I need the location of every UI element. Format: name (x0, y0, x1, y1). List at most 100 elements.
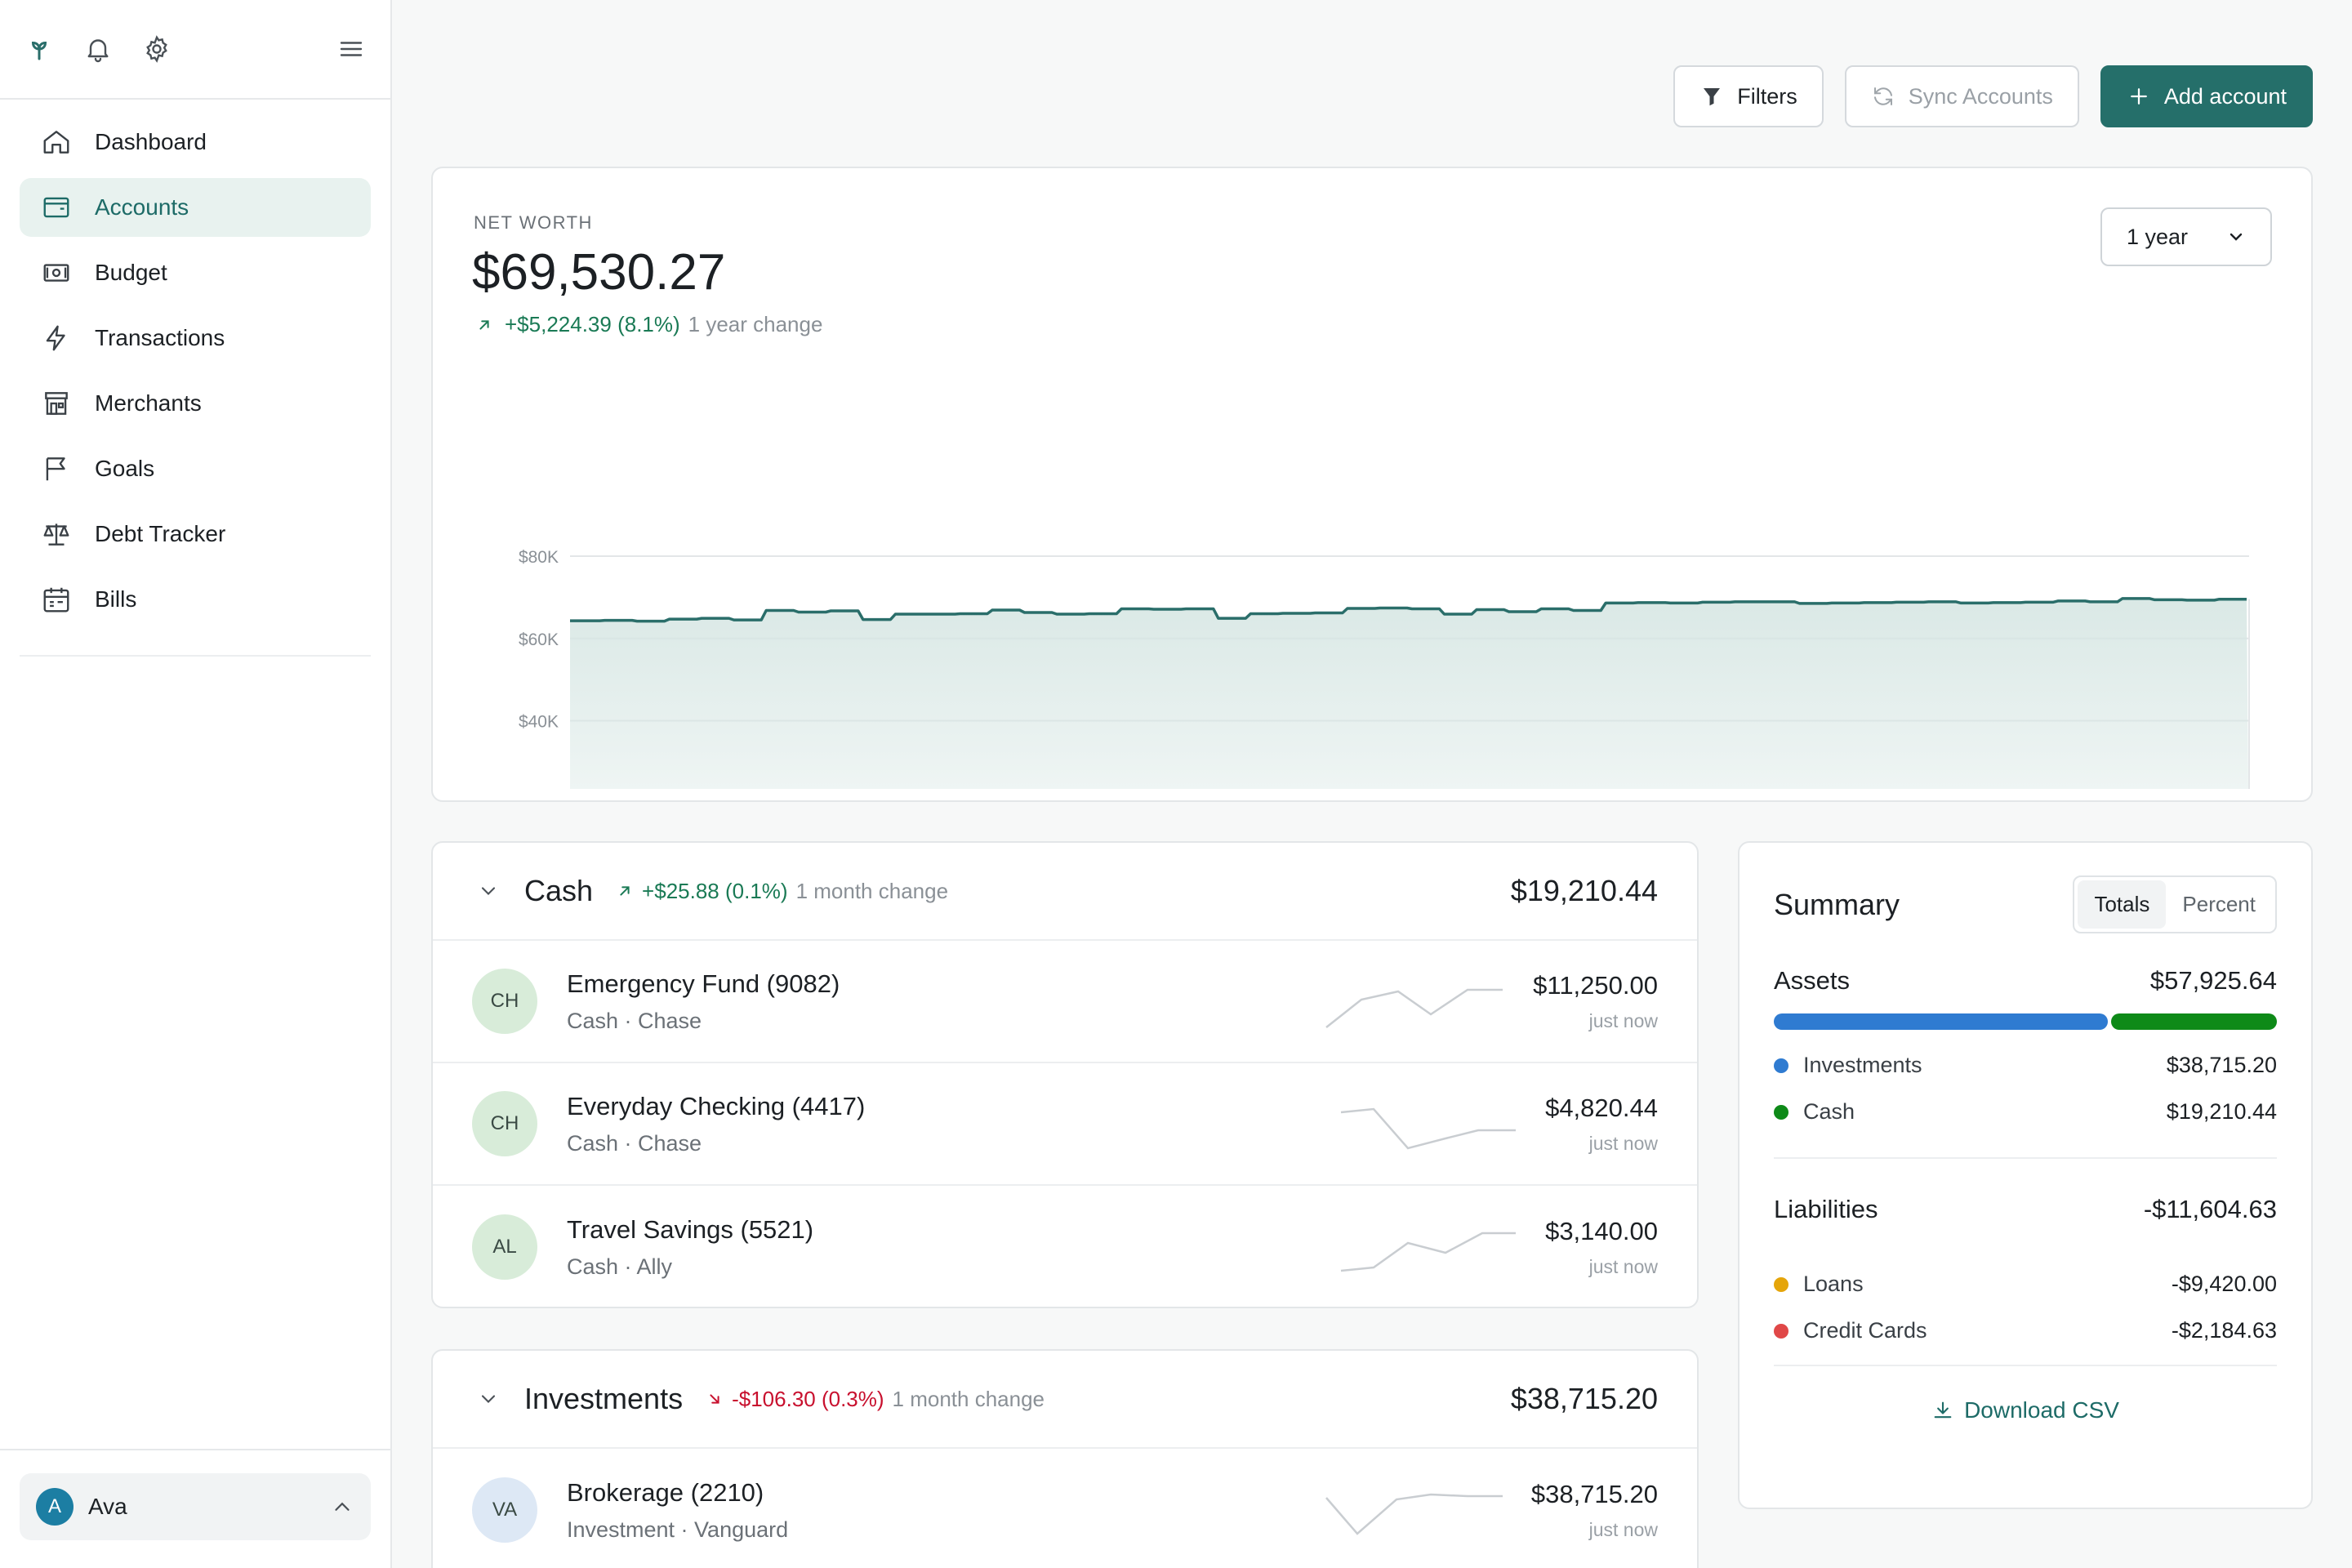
logo-icon[interactable] (20, 29, 59, 69)
tab-percent[interactable]: Percent (2182, 892, 2256, 916)
group-change: +$25.88 (0.1%) 1 month change (616, 879, 1511, 904)
legend-label: Cash (1803, 1099, 1855, 1124)
sidebar-item-label: Goals (95, 456, 155, 481)
sidebar-nav: Dashboard Accounts Budget Transactions M… (0, 100, 390, 648)
sidebar-item-debt-tracker[interactable]: Debt Tracker (20, 505, 371, 564)
summary-card: Summary Totals Percent Assets $57,925.64… (1738, 841, 2313, 1509)
time-range-select[interactable]: 1 year (2100, 207, 2272, 266)
filters-button[interactable]: Filters (1673, 65, 1824, 127)
sidebar-item-label: Merchants (95, 390, 202, 416)
liabilities-label: Liabilities (1774, 1195, 1878, 1223)
sidebar-header (0, 0, 390, 100)
plus-icon (2131, 88, 2147, 105)
account-balance: $11,250.00 (1533, 970, 1658, 1000)
add-account-button[interactable]: Add account (2100, 65, 2313, 127)
store-icon (45, 392, 68, 415)
legend-dot (1774, 1104, 1788, 1120)
legend-value: $38,715.20 (2166, 1053, 2277, 1077)
chevron-down-icon[interactable] (477, 880, 500, 902)
filter-icon (1704, 88, 1721, 106)
cash-group-header[interactable]: Cash +$25.88 (0.1%) 1 month change $19,2… (433, 843, 1697, 941)
account-sparkline (1325, 988, 1503, 1028)
gear-icon[interactable] (137, 29, 176, 69)
avatar: A (36, 1488, 74, 1526)
chevron-down-icon[interactable] (477, 1388, 500, 1410)
account-name: Emergency Fund (9082) (567, 969, 840, 998)
bell-icon[interactable] (78, 29, 118, 69)
divider (1774, 1157, 2277, 1159)
download-csv-button[interactable]: Download CSV (1774, 1397, 2277, 1423)
sidebar-item-label: Budget (95, 260, 167, 285)
bolt-icon (46, 325, 65, 351)
tab-totals[interactable]: Totals (2078, 880, 2167, 929)
liabilities-total: -$11,604.63 (2143, 1195, 2277, 1223)
group-change-period: 1 month change (892, 1386, 1045, 1411)
y-tick-label: $60K (519, 630, 559, 649)
assets-total: $57,925.64 (2149, 966, 2277, 995)
sidebar-item-bills[interactable]: Bills (20, 570, 371, 629)
sidebar-item-label: Debt Tracker (95, 521, 226, 546)
legend-value: $19,210.44 (2166, 1099, 2277, 1124)
group-total: $38,715.20 (1510, 1382, 1658, 1415)
summary-view-toggle: Totals Percent (2073, 875, 2277, 933)
account-subtitle: Cash · Chase (567, 1008, 702, 1033)
arrow-down-right-icon (710, 1394, 719, 1404)
legend-label: Loans (1803, 1272, 1864, 1296)
divider (1774, 1365, 2277, 1366)
account-subtitle: Cash · Ally (567, 1254, 673, 1279)
investments-group-header[interactable]: Investments -$106.30 (0.3%) 1 month chan… (433, 1351, 1697, 1449)
series-area (570, 598, 2248, 789)
account-updated: just now (1588, 1518, 1658, 1540)
net-worth-card: NET WORTH $69,530.27 +$5,224.39 (8.1%) 1… (431, 167, 2313, 802)
home-icon (43, 131, 69, 154)
group-change-value: +$25.88 (0.1%) (642, 878, 788, 903)
sync-accounts-button[interactable]: Sync Accounts (1844, 65, 2079, 127)
net-worth-value: $69,530.27 (472, 244, 726, 301)
sidebar-item-label: Bills (95, 586, 137, 612)
account-subtitle: Investment · Vanguard (567, 1517, 789, 1542)
net-worth-change: +$5,224.39 (8.1%) 1 year change (475, 312, 822, 337)
group-change-value: -$106.30 (0.3%) (732, 1386, 884, 1411)
y-tick-label: $80K (519, 548, 559, 567)
legend-item: Credit Cards -$2,184.63 (1774, 1318, 2277, 1343)
legend-value: -$2,184.63 (2171, 1318, 2277, 1343)
sidebar-item-accounts[interactable]: Accounts (20, 178, 371, 237)
flag-icon (46, 457, 65, 481)
assets-bar (1774, 1013, 2277, 1030)
account-name: Everyday Checking (4417) (567, 1091, 866, 1120)
account-row[interactable]: VA Brokerage (2210) Investment · Vanguar… (433, 1449, 1697, 1568)
account-sparkline (1340, 1107, 1516, 1150)
sidebar-item-dashboard[interactable]: Dashboard (20, 113, 371, 172)
net-worth-change-value: +$5,224.39 (8.1%) (505, 312, 680, 336)
assets-bar-investments (1774, 1013, 2108, 1030)
sidebar-item-goals[interactable]: Goals (20, 439, 371, 498)
group-name: Investments (524, 1382, 684, 1415)
chevron-up-icon (335, 1502, 350, 1511)
account-avatar: CH (472, 969, 537, 1034)
wallet-icon (43, 197, 69, 218)
user-menu-button[interactable]: A Ava (20, 1473, 371, 1540)
account-sparkline (1325, 1493, 1503, 1535)
account-row[interactable]: AL Travel Savings (5521) Cash · Ally $3,… (433, 1186, 1697, 1308)
account-row[interactable]: CH Emergency Fund (9082) Cash · Chase $1… (433, 941, 1697, 1063)
sidebar-item-budget[interactable]: Budget (20, 243, 371, 302)
calendar-icon (43, 587, 69, 612)
sidebar-item-transactions[interactable]: Transactions (20, 309, 371, 368)
legend-label: Credit Cards (1803, 1318, 1927, 1343)
menu-icon[interactable] (332, 29, 371, 69)
group-name: Cash (524, 874, 594, 907)
sidebar: Dashboard Accounts Budget Transactions M… (0, 0, 392, 1568)
account-name: Brokerage (2210) (567, 1477, 764, 1507)
add-account-label: Add account (2163, 83, 2287, 109)
y-tick-label: $40K (519, 713, 559, 732)
user-name: Ava (88, 1494, 127, 1519)
filters-label: Filters (1737, 83, 1797, 109)
account-row[interactable]: CH Everyday Checking (4417) Cash · Chase… (433, 1063, 1697, 1186)
series-line (570, 597, 2247, 623)
account-name: Travel Savings (5521) (567, 1214, 814, 1244)
sidebar-item-merchants[interactable]: Merchants (20, 374, 371, 433)
account-avatar: AL (472, 1214, 537, 1280)
time-range-value: 1 year (2127, 224, 2189, 249)
account-balance: $3,140.00 (1545, 1216, 1658, 1245)
assets-bar-cash (2110, 1013, 2277, 1030)
